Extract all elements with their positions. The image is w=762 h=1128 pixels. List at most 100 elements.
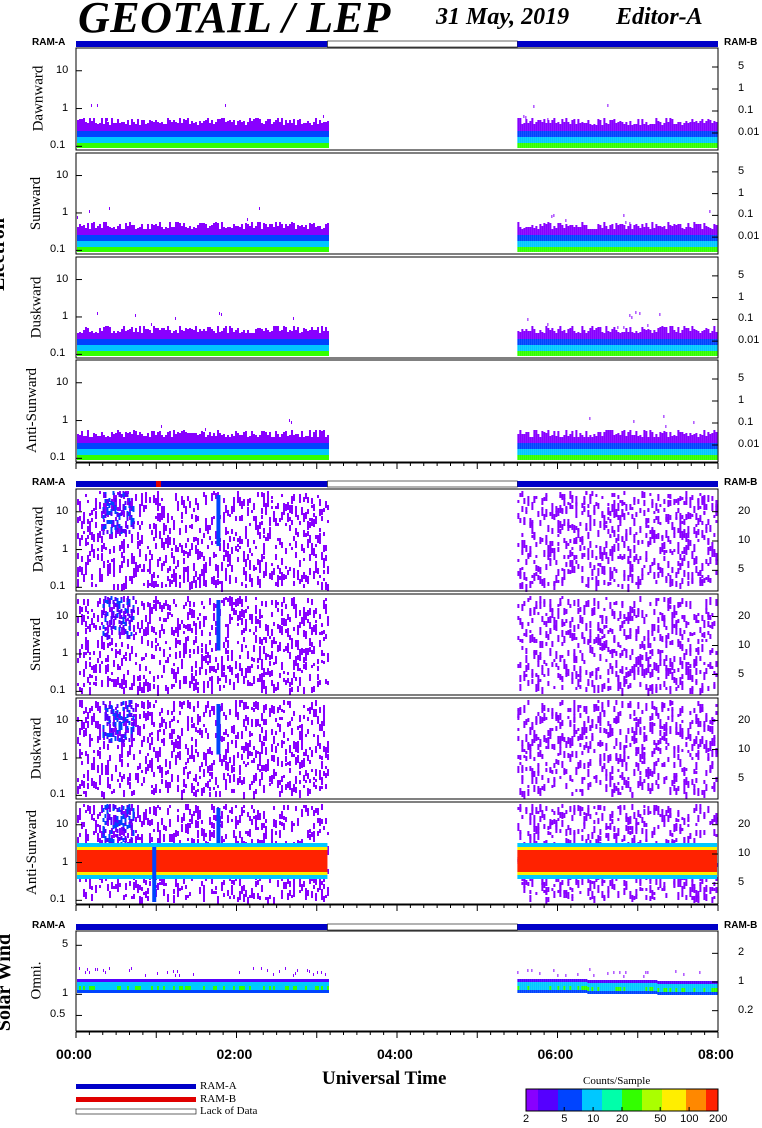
spectrum-cell — [261, 351, 263, 356]
spectrum-cell — [203, 492, 205, 497]
spectrum-cell — [275, 241, 277, 247]
spectrum-cell — [257, 137, 259, 143]
spectrum-cell — [187, 449, 189, 455]
spectrum-cell — [209, 562, 211, 566]
spectrum-cell — [697, 123, 700, 131]
spectrum-cell — [625, 229, 628, 235]
spectrum-cell — [631, 574, 634, 580]
spectrum-cell — [629, 121, 632, 131]
spectrum-cell — [549, 455, 552, 460]
spectrum-cell — [277, 565, 279, 569]
spectrum-cell — [607, 229, 610, 235]
spectrum-cell — [265, 247, 267, 252]
spectrum-cell — [209, 235, 211, 241]
spectrum-cell — [703, 443, 706, 449]
spectrum-cell — [209, 557, 211, 562]
spectrum-cell — [671, 449, 674, 455]
spectrum-cell — [125, 576, 127, 582]
spectrum-cell — [541, 498, 544, 505]
spectrum-cell — [235, 345, 237, 351]
spectrum-cell — [523, 518, 526, 525]
spectrum-cell — [283, 125, 285, 131]
spectrum-cell — [583, 131, 586, 137]
spectrum-cell — [263, 235, 265, 241]
spectrum-cell — [271, 137, 273, 143]
spectrum-cell — [177, 333, 179, 339]
spectrum-cell — [671, 579, 674, 586]
spectrum-cell — [285, 351, 287, 356]
spectrum-cell — [137, 351, 139, 356]
spectrum-cell — [563, 330, 566, 339]
spectrum-cell — [321, 235, 323, 241]
spectrum-cell — [293, 131, 295, 137]
spectrum-cell — [325, 351, 327, 356]
spectrum-cell — [77, 227, 79, 235]
spectrum-cell — [671, 345, 674, 351]
spectrum-cell — [193, 339, 195, 345]
spectrum-cell — [153, 345, 155, 351]
spectrum-cell — [163, 143, 165, 148]
spectrum-cell — [561, 143, 564, 148]
spectrum-cell — [229, 339, 231, 345]
spectrum-cell — [77, 579, 79, 587]
spectrum-cell — [303, 530, 305, 537]
spectrum-cell — [661, 536, 664, 541]
spectrum-cell — [553, 581, 556, 586]
spectrum-cell — [617, 241, 620, 247]
spectrum-cell — [311, 543, 313, 549]
spectrum-cell — [185, 247, 187, 252]
spectrum-cell — [303, 455, 305, 460]
spectrum-cell — [177, 235, 179, 241]
spectrum-cell — [621, 241, 624, 247]
spectrum-cell — [143, 131, 145, 137]
spectrum-cell — [177, 143, 179, 148]
spectrum-cell — [637, 436, 640, 443]
spectrum-cell — [641, 540, 644, 544]
spectrum-cell — [289, 351, 291, 356]
spectrum-cell — [583, 437, 586, 443]
spectrum-cell — [223, 328, 225, 339]
spectrum-cell — [263, 131, 265, 137]
spectrum-cell — [129, 443, 131, 449]
spectrum-cell — [707, 247, 710, 252]
spectrum-cell — [151, 143, 153, 148]
spectrum-cell — [593, 510, 596, 515]
spectrum-cell — [137, 247, 139, 252]
spectrum-cell — [601, 455, 604, 460]
spectrum-cell — [201, 143, 203, 148]
spectrum-cell — [197, 555, 199, 560]
spectrum-cell — [609, 137, 612, 143]
spectrum-cell — [131, 434, 133, 443]
spectrum-cell — [259, 235, 261, 241]
spectrum-cell — [601, 496, 604, 499]
spectrum-cell — [617, 556, 620, 559]
spectrum-cell — [605, 247, 608, 252]
spectrum-cell — [679, 345, 682, 351]
spectrum-cell — [625, 529, 628, 537]
spectrum-cell — [121, 329, 123, 339]
spectrum-cell — [81, 137, 83, 143]
spectrum-cell — [313, 131, 315, 137]
spectrum-cell — [587, 235, 590, 241]
spectrum-cell — [245, 137, 247, 143]
spectrum-cell — [137, 143, 139, 148]
spectrum-cell — [237, 131, 239, 137]
spectrum-cell — [127, 120, 129, 131]
spectrum-cell — [543, 449, 546, 455]
spectrum-cell — [97, 247, 99, 252]
spectrum-cell — [129, 351, 131, 356]
spectrum-cell — [151, 131, 153, 137]
spectrum-cell — [231, 143, 233, 148]
spectrum-cell — [269, 351, 271, 356]
spectrum-cell — [531, 455, 534, 460]
spectrum-cell — [167, 351, 169, 356]
spectrum-cell — [677, 455, 680, 460]
spectrum-cell — [603, 351, 606, 356]
spectrum-cell — [637, 351, 640, 356]
spectrum-cell — [641, 119, 644, 131]
spectrum-cell — [191, 121, 193, 131]
spectrum-cell — [623, 449, 626, 455]
spectrum-cell — [173, 131, 175, 137]
spectrum-cell — [553, 431, 556, 443]
spectrum-cell — [131, 559, 133, 564]
